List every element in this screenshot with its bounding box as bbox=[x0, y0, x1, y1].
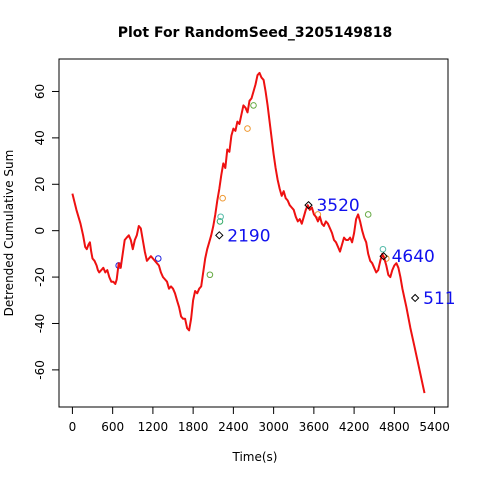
diamond-marker bbox=[215, 231, 224, 240]
y-tick-label: 40 bbox=[33, 130, 47, 145]
circle-marker bbox=[364, 211, 372, 218]
y-tick-label: -40 bbox=[33, 314, 47, 334]
marker-label: 2190 bbox=[227, 226, 270, 246]
diamond-marker bbox=[304, 200, 313, 210]
x-tick-label: 4200 bbox=[339, 420, 370, 434]
x-tick-label: 3600 bbox=[299, 420, 330, 434]
circle-marker bbox=[219, 194, 226, 202]
y-tick-label: -60 bbox=[33, 360, 47, 380]
y-tick-label: 60 bbox=[33, 84, 47, 99]
marker-label: 3520 bbox=[316, 196, 359, 216]
x-tick-label: 3000 bbox=[258, 420, 289, 434]
y-tick-label: 0 bbox=[33, 227, 47, 235]
circle-marker bbox=[216, 218, 224, 225]
x-axis: 0 600 1200 1800 2400 3000 3600 4200 4800 5400 bbox=[69, 406, 450, 434]
y-tick-label: -20 bbox=[33, 267, 47, 287]
series-layer bbox=[71, 71, 426, 394]
x-tick-label: 4800 bbox=[379, 420, 410, 434]
marker-label: 511 bbox=[423, 289, 455, 309]
x-tick-label: 1800 bbox=[178, 420, 209, 434]
x-tick-label: 0 bbox=[69, 420, 77, 434]
circle-marker bbox=[154, 255, 162, 262]
labeled-markers: 2190 3520 4640 511 bbox=[215, 196, 456, 309]
x-tick-label: 2400 bbox=[218, 420, 249, 434]
diamond-marker bbox=[410, 293, 420, 303]
y-axis-label: Detrended Cumulative Sum bbox=[2, 150, 16, 317]
circle-marker bbox=[206, 271, 214, 279]
circle-marker bbox=[379, 245, 387, 253]
circle-marker bbox=[250, 102, 257, 109]
x-tick-label: 600 bbox=[101, 420, 124, 434]
y-axis: -60 -40 -20 0 20 40 60 bbox=[33, 84, 60, 380]
circle-markers bbox=[115, 102, 390, 279]
chart-title: Plot For RandomSeed_3205149818 bbox=[118, 25, 393, 41]
x-tick-label: 5400 bbox=[419, 420, 450, 434]
circle-marker bbox=[244, 125, 251, 132]
circle-marker bbox=[217, 213, 224, 221]
x-tick-label: 1200 bbox=[138, 420, 169, 434]
y-tick-label: 20 bbox=[33, 177, 47, 192]
series-line bbox=[71, 71, 426, 394]
marker-label: 4640 bbox=[392, 247, 435, 267]
diamond-marker bbox=[379, 251, 388, 261]
x-axis-label: Time(s) bbox=[232, 450, 278, 464]
